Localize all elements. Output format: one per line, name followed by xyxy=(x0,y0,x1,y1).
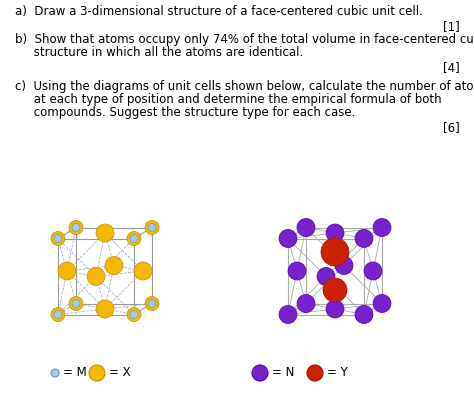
Text: [6]: [6] xyxy=(443,121,460,134)
Circle shape xyxy=(373,294,391,312)
Text: at each type of position and determine the empirical formula of both: at each type of position and determine t… xyxy=(15,93,442,106)
Circle shape xyxy=(105,257,123,275)
Circle shape xyxy=(335,257,353,275)
Text: = Y: = Y xyxy=(327,367,348,379)
Circle shape xyxy=(54,310,62,318)
Circle shape xyxy=(148,300,156,308)
Circle shape xyxy=(279,229,297,247)
Circle shape xyxy=(321,238,349,266)
Text: structure in which all the atoms are identical.: structure in which all the atoms are ide… xyxy=(15,46,303,59)
Text: c)  Using the diagrams of unit cells shown below, calculate the number of atoms: c) Using the diagrams of unit cells show… xyxy=(15,80,474,93)
Text: a)  Draw a 3-dimensional structure of a face-centered cubic unit cell.: a) Draw a 3-dimensional structure of a f… xyxy=(15,5,423,18)
Circle shape xyxy=(326,224,344,242)
Text: = X: = X xyxy=(109,367,131,379)
Circle shape xyxy=(307,365,323,381)
Circle shape xyxy=(252,365,268,381)
Circle shape xyxy=(317,267,335,286)
Circle shape xyxy=(127,308,141,322)
Circle shape xyxy=(69,296,83,310)
Text: = M: = M xyxy=(63,367,87,379)
Circle shape xyxy=(69,221,83,235)
Circle shape xyxy=(355,229,373,247)
Circle shape xyxy=(72,223,80,231)
Circle shape xyxy=(96,300,114,318)
Text: b)  Show that atoms occupy only 74% of the total volume in face-centered cubic: b) Show that atoms occupy only 74% of th… xyxy=(15,33,474,46)
Circle shape xyxy=(127,231,141,245)
Circle shape xyxy=(373,219,391,237)
Circle shape xyxy=(87,267,105,286)
Circle shape xyxy=(51,308,65,322)
Circle shape xyxy=(288,262,306,280)
Circle shape xyxy=(297,219,315,237)
Text: = N: = N xyxy=(272,367,294,379)
Circle shape xyxy=(130,235,138,243)
Text: compounds. Suggest the structure type for each case.: compounds. Suggest the structure type fo… xyxy=(15,106,356,119)
Circle shape xyxy=(72,300,80,308)
Text: [1]: [1] xyxy=(443,20,460,33)
Circle shape xyxy=(51,369,59,377)
Circle shape xyxy=(297,294,315,312)
Circle shape xyxy=(279,306,297,324)
Circle shape xyxy=(89,365,105,381)
Circle shape xyxy=(355,306,373,324)
Circle shape xyxy=(96,224,114,242)
Circle shape xyxy=(148,223,156,231)
Circle shape xyxy=(134,262,152,280)
Circle shape xyxy=(326,300,344,318)
Circle shape xyxy=(145,221,159,235)
Text: [4]: [4] xyxy=(443,61,460,74)
Circle shape xyxy=(323,278,347,302)
Circle shape xyxy=(130,310,138,318)
Circle shape xyxy=(51,231,65,245)
Circle shape xyxy=(364,262,382,280)
Circle shape xyxy=(54,235,62,243)
Circle shape xyxy=(145,296,159,310)
Circle shape xyxy=(58,262,76,280)
